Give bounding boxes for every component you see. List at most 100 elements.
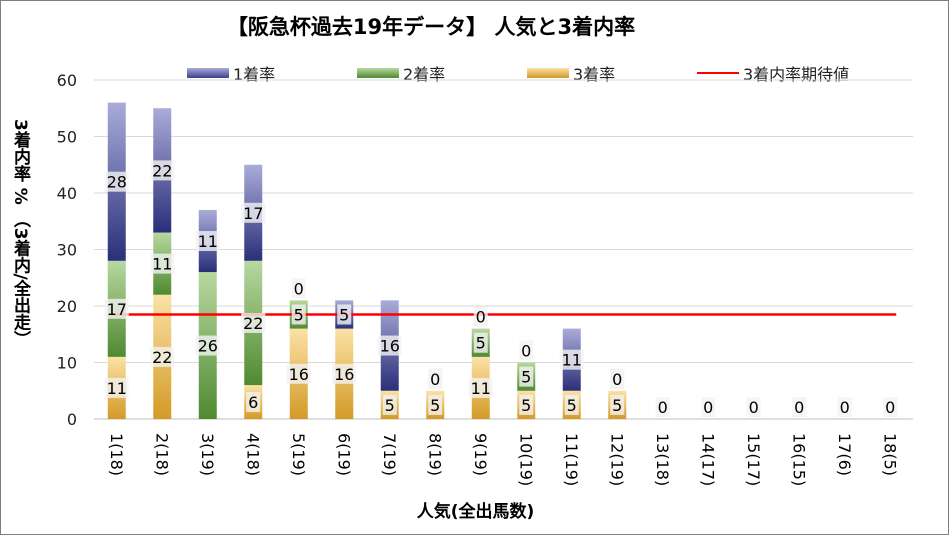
- data-label-bg: [428, 394, 443, 415]
- data-label-bg: [286, 363, 311, 384]
- data-label-3rd: 16: [289, 365, 309, 384]
- data-label-bg: [701, 397, 716, 417]
- y-tick-label: 60: [57, 71, 77, 90]
- data-label-bg: [792, 397, 807, 417]
- data-label-bg: [246, 392, 261, 413]
- data-label-bg: [104, 171, 129, 192]
- data-label-bg: [564, 394, 579, 415]
- x-tick-label: 18(5): [880, 433, 899, 476]
- y-tick-label: 30: [57, 241, 77, 260]
- y-tick-label: 0: [67, 410, 77, 429]
- data-label-bg: [195, 231, 220, 252]
- data-label-2nd: 22: [243, 314, 263, 333]
- legend-swatch-1st: [187, 68, 229, 78]
- y-tick-label: 40: [57, 184, 77, 203]
- data-label-3rd: 5: [521, 396, 531, 415]
- data-label-bg: [150, 253, 175, 274]
- data-label-1st: 0: [885, 398, 895, 417]
- x-tick-label: 4(18): [243, 433, 262, 476]
- data-label-3rd: 16: [334, 365, 354, 384]
- data-label-bg: [428, 368, 443, 389]
- data-label-2nd: 17: [107, 300, 127, 319]
- data-label-bg: [150, 346, 175, 367]
- data-label-bg: [377, 335, 402, 356]
- data-label-bg: [519, 340, 534, 361]
- data-label-bg: [291, 278, 306, 299]
- data-label-1st: 0: [430, 370, 440, 389]
- data-label-3rd: 5: [612, 396, 622, 415]
- data-label-1st: 11: [198, 232, 218, 251]
- x-tick-label: 15(17): [744, 433, 763, 486]
- data-label-3rd: 11: [107, 379, 127, 398]
- legend-label-2nd: 2着率: [403, 65, 446, 84]
- data-label-3rd: 5: [567, 396, 577, 415]
- y-tick-label: 50: [57, 128, 77, 147]
- data-label-bg: [332, 363, 357, 384]
- data-label-3rd: 6: [248, 393, 258, 412]
- x-tick-label: 5(19): [289, 433, 308, 476]
- data-label-bg: [468, 377, 493, 398]
- data-label-1st: 0: [703, 398, 713, 417]
- data-label-1st: 0: [612, 370, 622, 389]
- data-label-3rd: 5: [430, 396, 440, 415]
- data-label-2nd: 11: [152, 255, 172, 274]
- data-label-bg: [195, 335, 220, 356]
- data-label-1st: 17: [243, 204, 263, 223]
- data-label-bg: [610, 368, 625, 389]
- x-tick-label: 9(19): [471, 433, 490, 476]
- legend-item-expected: 3着内率期待値: [697, 61, 849, 85]
- data-label-bg: [150, 160, 175, 181]
- legend-label-1st: 1着率: [233, 65, 276, 84]
- legend-swatch-2nd: [357, 68, 399, 78]
- data-label-bg: [559, 349, 584, 370]
- legend-item-1st: 1着率: [187, 61, 275, 85]
- data-label-1st: 5: [339, 305, 349, 324]
- data-label-bg: [104, 377, 129, 398]
- y-tick-label: 20: [57, 297, 77, 316]
- legend-item-2nd: 2着率: [357, 61, 445, 85]
- data-label-bg: [473, 306, 488, 327]
- y-tick-label: 10: [57, 354, 77, 373]
- x-tick-label: 16(15): [789, 433, 808, 486]
- y-axis-label: 3着内率 % （3着内/全出走）: [10, 119, 30, 348]
- x-tick-label: 13(18): [653, 433, 672, 486]
- data-label-2nd: 5: [521, 368, 531, 387]
- chart-title: 【阪急杯過去19年データ】 人気と3着内率: [226, 15, 636, 39]
- x-tick-label: 11(19): [562, 433, 581, 486]
- data-label-bg: [883, 397, 898, 417]
- x-tick-label: 6(19): [334, 433, 353, 476]
- data-label-bg: [610, 394, 625, 415]
- x-axis-label: 人気(全出馬数): [416, 502, 535, 522]
- data-label-3rd: 22: [152, 348, 172, 367]
- data-label-bg: [337, 304, 352, 325]
- data-label-bg: [104, 298, 129, 319]
- data-label-1st: 11: [562, 351, 582, 370]
- x-tick-label: 7(19): [380, 433, 399, 476]
- legend-line-expected: [697, 72, 739, 74]
- data-label-2nd: 5: [476, 334, 486, 353]
- x-tick-label: 1(18): [107, 433, 126, 476]
- data-label-1st: 0: [840, 398, 850, 417]
- x-tick-label: 17(6): [835, 433, 854, 476]
- x-tick-label: 8(19): [425, 433, 444, 476]
- x-tick-label: 12(19): [607, 433, 626, 486]
- data-label-1st: 28: [107, 173, 127, 192]
- data-label-bg: [746, 397, 761, 417]
- x-tick-label: 10(19): [516, 433, 535, 486]
- data-label-1st: 0: [476, 308, 486, 327]
- data-label-bg: [519, 394, 534, 415]
- data-label-3rd: 5: [385, 396, 395, 415]
- legend-label-expected: 3着内率期待値: [743, 65, 850, 84]
- data-label-bg: [655, 397, 670, 417]
- data-label-1st: 0: [794, 398, 804, 417]
- data-label-bg: [291, 304, 306, 325]
- data-label-1st: 0: [658, 398, 668, 417]
- data-label-1st: 0: [294, 279, 304, 298]
- data-label-1st: 0: [749, 398, 759, 417]
- data-label-bg: [241, 312, 266, 333]
- data-label-bg: [837, 397, 852, 417]
- data-label-1st: 0: [521, 342, 531, 361]
- data-label-1st: 22: [152, 161, 172, 180]
